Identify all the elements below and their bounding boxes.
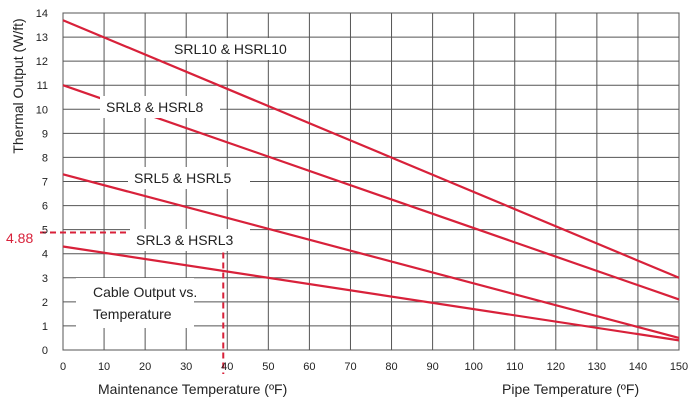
y-tick-label: 11 bbox=[37, 80, 48, 92]
x-tick-label: 130 bbox=[588, 361, 606, 373]
x-tick-label: 60 bbox=[303, 361, 315, 373]
y-tick-label: 14 bbox=[36, 8, 48, 20]
y-tick-label: 2 bbox=[42, 297, 48, 309]
x-tick-label: 110 bbox=[506, 361, 524, 373]
y-tick-label: 1 bbox=[42, 321, 48, 333]
annotation-box: Cable Output vs. Temperature bbox=[76, 278, 197, 328]
x-tick-label: 150 bbox=[670, 361, 688, 373]
annotation-line-1: Cable Output vs. bbox=[93, 284, 197, 300]
y-tick-label: 8 bbox=[42, 152, 48, 164]
y-tick-label: 13 bbox=[36, 32, 48, 44]
y-tick-label: 9 bbox=[42, 128, 48, 140]
x-axis-title: Pipe Temperature (ºF) bbox=[502, 381, 639, 397]
maintenance-temperature-label: Maintenance Temperature (ºF) bbox=[98, 381, 287, 397]
series-lines bbox=[62, 19, 680, 342]
x-tick-label: 120 bbox=[547, 361, 565, 373]
y-tick-label: 12 bbox=[36, 56, 48, 68]
y-tick-label: 10 bbox=[36, 104, 48, 116]
y-tick-label: 6 bbox=[42, 201, 48, 213]
series-label-bg bbox=[168, 38, 308, 60]
series-label: SRL5 & HSRL5 bbox=[134, 170, 231, 186]
tick-labels: 0 10 20 30 40 50 60 70 80 90 100 110 120 130 140 150012… bbox=[36, 8, 688, 373]
marker-value-label: 4.88 bbox=[6, 230, 33, 246]
annotation-line-2: Temperature bbox=[93, 306, 172, 322]
y-tick-label: 0 bbox=[42, 345, 48, 357]
series-line bbox=[62, 19, 680, 279]
y-tick-label: 5 bbox=[42, 225, 48, 237]
x-tick-label: 40 bbox=[221, 361, 233, 373]
series-label: SRL10 & HSRL10 bbox=[174, 41, 287, 57]
x-tick-label: 100 bbox=[464, 361, 482, 373]
x-tick-label: 80 bbox=[385, 361, 397, 373]
series-label-bg bbox=[128, 167, 250, 189]
series-line bbox=[62, 173, 680, 340]
x-tick-label: 50 bbox=[262, 361, 274, 373]
y-axis-title: Thermal Output (W/ft) bbox=[10, 18, 26, 153]
x-tick-label: 140 bbox=[629, 361, 647, 373]
x-tick-label: 0 bbox=[60, 361, 66, 373]
x-tick-label: 20 bbox=[139, 361, 151, 373]
x-tick-label: 90 bbox=[426, 361, 438, 373]
series-label-bg bbox=[100, 96, 220, 118]
x-tick-label: 30 bbox=[180, 361, 192, 373]
y-tick-label: 3 bbox=[42, 273, 48, 285]
series-line bbox=[62, 84, 680, 301]
series-label-bg bbox=[130, 229, 250, 251]
series-labels: SRL10 & HSRL10 SRL8 & HSRL8 SRL5 & HSRL5 SR… bbox=[100, 38, 308, 251]
x-tick-label: 10 bbox=[98, 361, 110, 373]
y-tick-label: 4 bbox=[42, 249, 48, 261]
y-tick-label: 7 bbox=[42, 177, 48, 189]
series-label: SRL3 & HSRL3 bbox=[136, 232, 233, 248]
x-tick-label: 70 bbox=[344, 361, 356, 373]
series-label: SRL8 & HSRL8 bbox=[106, 99, 203, 115]
series-line bbox=[62, 245, 680, 342]
